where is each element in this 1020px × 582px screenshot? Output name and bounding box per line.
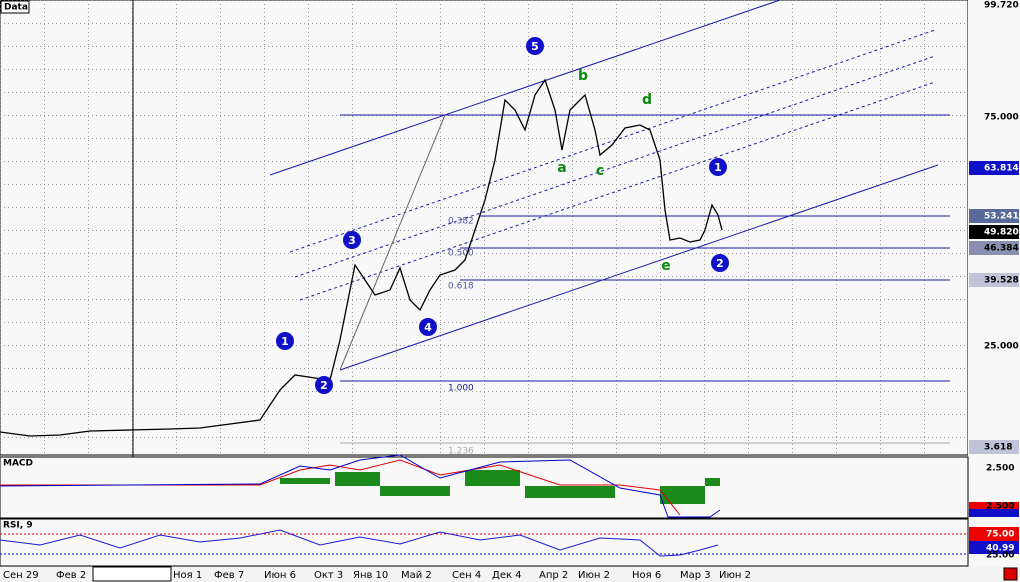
fib-label: 1.236 <box>448 447 474 457</box>
macd-axis-label: 2.500 <box>986 464 1014 474</box>
fib-label: 1.000 <box>448 384 474 394</box>
rsi-axis-label: 25.00 <box>986 551 1014 561</box>
macd-line <box>0 454 721 518</box>
grid <box>0 0 968 455</box>
fib-label: 0.618 <box>448 282 474 292</box>
date-label: Июн 2 <box>719 570 751 581</box>
wave-markers: 5 3 1 2 4 1 2 <box>276 37 729 394</box>
date-label: Окт 3 <box>314 570 343 581</box>
price-label: 75.000 <box>984 113 1019 123</box>
wave-label: 4 <box>424 321 432 334</box>
price-label: 46.384 <box>984 244 1019 254</box>
trend-line <box>339 114 446 371</box>
rsi-axis-label: 40.99 <box>986 544 1014 554</box>
fib-label: 0.500 <box>448 249 474 259</box>
wave-label: 2 <box>320 379 328 392</box>
date-axis: Сен 29 Фев 2 Ноя 1 Фев 7 Июн 6 Окт 3 Янв… <box>3 570 751 581</box>
date-label: Мар 3 <box>680 570 711 581</box>
wave-label: 2 <box>716 257 724 270</box>
macd-signal <box>0 459 681 516</box>
date-label: Фев 7 <box>214 570 244 581</box>
price-label: 39.528 <box>984 276 1019 286</box>
date-label: Ноя 6 <box>632 570 661 581</box>
date-label: Янв 10 <box>353 570 388 581</box>
correction-label: a <box>557 160 566 176</box>
wave-label: 5 <box>531 40 539 53</box>
wave-label: 1 <box>714 161 722 174</box>
price-label: 49.820 <box>984 228 1019 238</box>
channel <box>269 0 950 444</box>
macd-title: MACD <box>3 459 33 469</box>
wave-label: 3 <box>348 234 356 247</box>
title-box <box>0 0 30 14</box>
scroll-button[interactable] <box>1003 567 1018 581</box>
correction-label: c <box>596 163 604 179</box>
correction-label: d <box>642 92 652 108</box>
date-label: Май 2 <box>401 570 432 581</box>
correction-label: e <box>661 258 671 274</box>
date-label: Апр 2 <box>539 570 568 581</box>
price-label: 53.241 <box>984 212 1019 222</box>
price-label: 63.814 <box>984 164 1019 174</box>
date-label: Ноя 1 <box>173 570 202 581</box>
date-label: Дек 4 <box>492 570 522 581</box>
correction-label: b <box>578 68 588 84</box>
rsi-line <box>0 529 719 557</box>
macd-axis-label: 2.500 <box>986 502 1014 512</box>
macd-histogram <box>280 470 720 504</box>
date-cursor <box>92 566 172 582</box>
date-label: Июн 2 <box>578 570 610 581</box>
title: Data <box>4 3 28 13</box>
rsi-title: RSI, 9 <box>3 521 33 531</box>
price-line <box>0 78 723 437</box>
date-label: Фев 2 <box>56 570 86 581</box>
date-label: Сен 4 <box>452 570 481 581</box>
date-label: Июн 6 <box>264 570 296 581</box>
price-label: 25.000 <box>984 342 1019 352</box>
fib-label: 0.382 <box>448 217 474 227</box>
rsi-panel <box>0 518 969 567</box>
wave-label: 1 <box>281 335 289 348</box>
price-label: 99.720 <box>984 1 1019 11</box>
price-label: 3.618 <box>984 443 1012 453</box>
rsi-axis-label: 75.00 <box>986 530 1014 540</box>
date-label: Сен 29 <box>3 570 39 581</box>
